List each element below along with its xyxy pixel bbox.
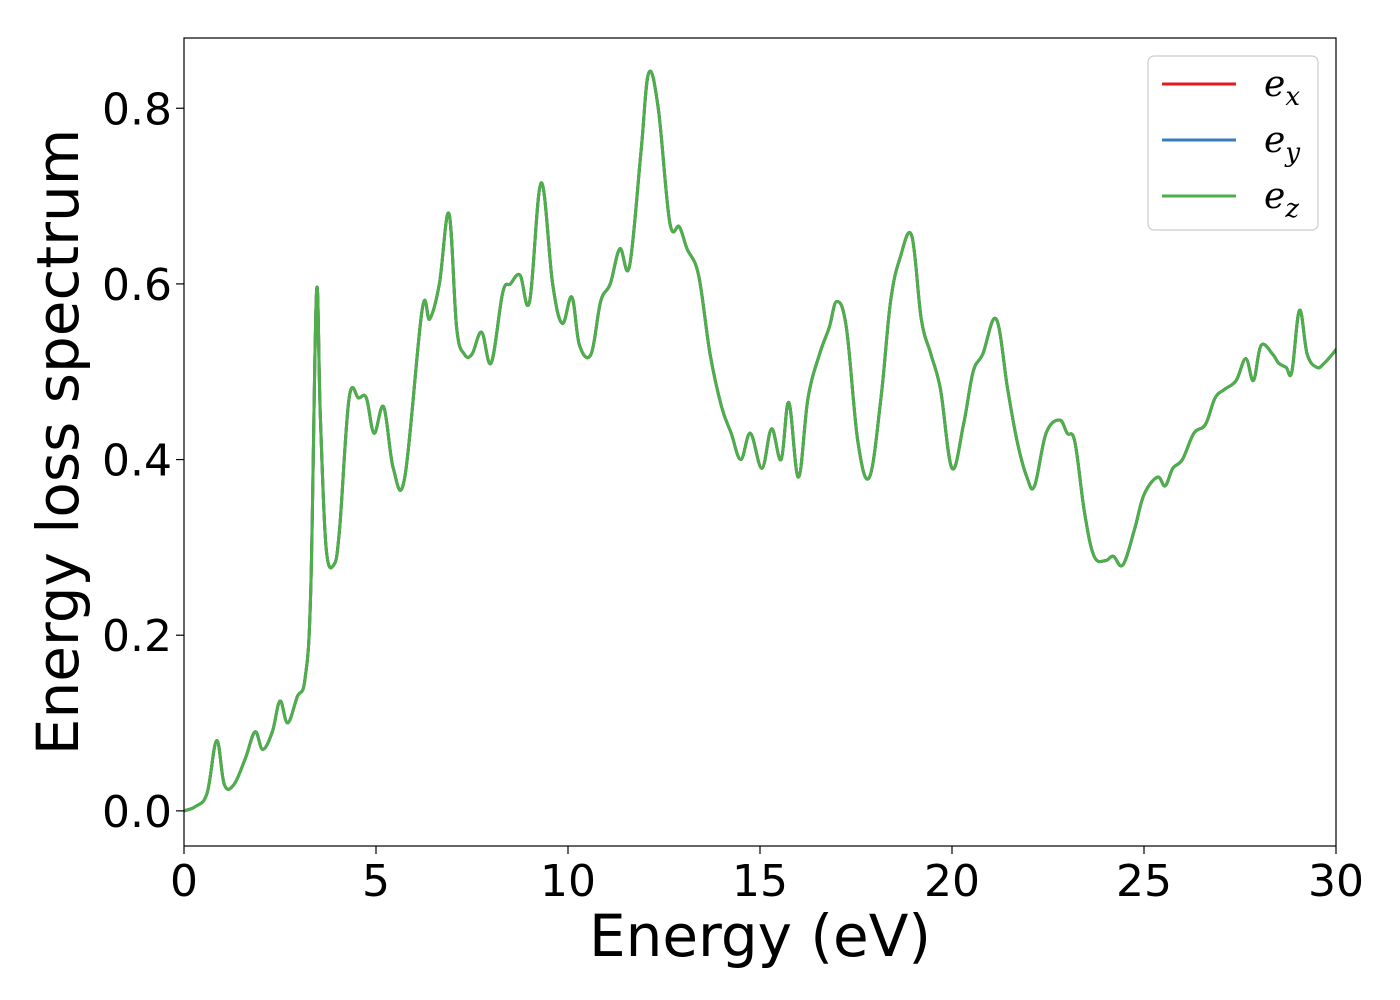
legend-box	[1147, 55, 1319, 231]
x-axis-title: Energy (eV)	[589, 902, 931, 970]
legend-label-ex: ex	[1264, 64, 1300, 112]
y-axis-title: Energy loss spectrum	[24, 129, 92, 755]
y-tick-label: 0.8	[102, 84, 172, 135]
y-tick-label: 0.2	[102, 611, 172, 662]
x-tick-label: 30	[1308, 856, 1364, 907]
series-line-e-z	[184, 69, 1336, 813]
x-tick-label: 25	[1116, 856, 1172, 907]
y-axis: 0.0 0.2 0.4 0.6 0.8	[102, 84, 184, 838]
x-tick-label: 15	[732, 856, 788, 907]
legend: ex ey ez	[1147, 55, 1319, 231]
plot-area	[184, 69, 1336, 813]
y-tick-label: 0.4	[102, 436, 172, 487]
x-axis: 0 5 10 15 20 25 30	[170, 846, 1364, 907]
legend-label-ey: ey	[1264, 120, 1300, 168]
legend-label-ez: ez	[1264, 176, 1299, 224]
x-tick-label: 5	[362, 856, 390, 907]
y-tick-label: 0.0	[102, 787, 172, 838]
y-tick-label: 0.6	[102, 260, 172, 311]
x-tick-label: 10	[540, 856, 596, 907]
x-tick-label: 20	[924, 856, 980, 907]
x-tick-label: 0	[170, 856, 198, 907]
